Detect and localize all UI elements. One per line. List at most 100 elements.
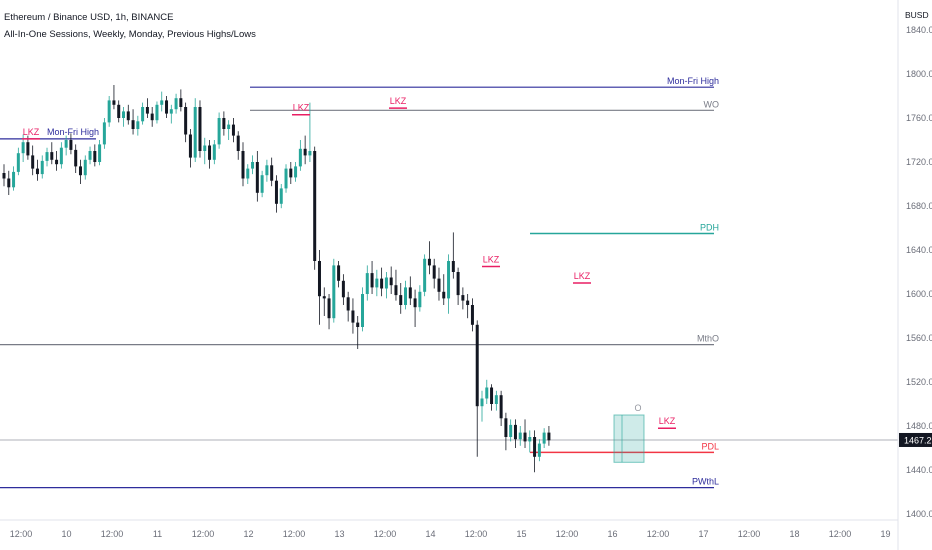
price-tick-label: 1480.00: [906, 421, 932, 431]
candle-body: [260, 175, 264, 193]
price-tick-label: 1600.00: [906, 289, 932, 299]
candle: [485, 379, 489, 404]
candle: [418, 285, 422, 312]
candle-body: [21, 142, 25, 154]
candle: [2, 164, 6, 187]
candle-body: [370, 273, 374, 288]
candle: [255, 151, 259, 202]
candle-body: [337, 265, 341, 281]
candle: [112, 85, 116, 110]
candle: [542, 428, 546, 448]
candle-body: [494, 395, 498, 404]
candle: [470, 298, 474, 332]
time-tick-label: 12:00: [101, 529, 124, 539]
candle-body: [59, 147, 63, 165]
candle: [107, 96, 111, 127]
candle-body: [284, 168, 288, 189]
candle: [150, 107, 154, 127]
price-axis: 1400.00 1440.00 1480.00 1520.00 1560.00 1600.…: [897, 0, 932, 550]
candle: [370, 261, 374, 294]
candle: [74, 144, 78, 173]
candle-body: [198, 107, 202, 151]
candle-body: [64, 140, 68, 148]
price-tick-label: 1760.00: [906, 113, 932, 123]
candle: [298, 140, 302, 171]
candle-body: [451, 261, 455, 272]
time-tick-label: 12:00: [465, 529, 488, 539]
candle-body: [222, 118, 226, 129]
candle: [198, 100, 202, 158]
candle-body: [499, 395, 503, 419]
candle-body: [227, 124, 231, 129]
candle: [222, 111, 226, 136]
candle: [93, 144, 97, 167]
candle: [260, 170, 264, 198]
time-tick-label: 11: [153, 529, 162, 539]
time-tick-label: 18: [789, 529, 799, 539]
time-tick-label: 12:00: [192, 529, 215, 539]
price-tick-label: 1800.00: [906, 69, 932, 79]
candle: [341, 274, 345, 305]
candle: [265, 159, 269, 182]
candle-body: [165, 100, 169, 114]
candle-body: [7, 178, 11, 188]
time-tick-label: 13: [334, 529, 344, 539]
candle: [327, 294, 331, 330]
candle: [7, 170, 11, 195]
candle-body: [246, 168, 250, 179]
candle: [12, 166, 16, 191]
price-tick-label: 1560.00: [906, 333, 932, 343]
candle-body: [480, 398, 484, 407]
session-box: O: [613, 403, 645, 463]
candle: [380, 267, 384, 297]
candle: [317, 250, 321, 325]
candle: [83, 155, 87, 180]
lkz-label: LKZ: [483, 255, 500, 265]
candle-body: [88, 151, 92, 160]
candle: [69, 133, 73, 155]
current-price-badge: [899, 432, 932, 447]
candle: [188, 129, 192, 168]
candle: [303, 135, 307, 165]
candle: [423, 254, 427, 297]
candle: [270, 157, 274, 187]
candle-body: [145, 107, 149, 114]
candle-body: [188, 134, 192, 158]
candle: [184, 102, 188, 143]
candle: [279, 184, 283, 209]
session-box-label: O: [634, 403, 641, 413]
candle: [59, 142, 63, 169]
candle: [413, 289, 417, 327]
candle-body: [122, 111, 125, 118]
left-level-label: Mon-Fri High: [47, 127, 99, 137]
time-tick-label: 12:00: [647, 529, 670, 539]
price-tick-label: 1440.00: [906, 465, 932, 475]
candle-body: [45, 152, 49, 161]
time-tick-label: 12:00: [10, 529, 33, 539]
candle-body: [117, 104, 121, 118]
price-tick-label: 1720.00: [906, 157, 932, 167]
candle-body: [447, 261, 451, 299]
candle-body: [408, 287, 412, 299]
candle: [456, 267, 460, 305]
candle-body: [141, 107, 145, 122]
time-tick-label: 19: [880, 529, 890, 539]
time-tick-label: 15: [516, 529, 526, 539]
candle: [284, 164, 288, 193]
candle-body: [485, 387, 489, 399]
candle: [437, 267, 441, 301]
candle-body: [490, 387, 494, 404]
candle-body: [437, 278, 441, 292]
candle-body: [2, 173, 6, 179]
candle: [102, 118, 106, 149]
candle: [131, 109, 135, 135]
candle: [35, 159, 39, 181]
candle-body: [98, 144, 102, 162]
candle: [313, 146, 317, 270]
candle-body: [212, 144, 216, 160]
candle-body: [442, 291, 446, 299]
candle: [547, 426, 551, 446]
candle-body: [384, 277, 388, 289]
level-label: WO: [704, 99, 720, 109]
candle-body: [327, 298, 331, 319]
